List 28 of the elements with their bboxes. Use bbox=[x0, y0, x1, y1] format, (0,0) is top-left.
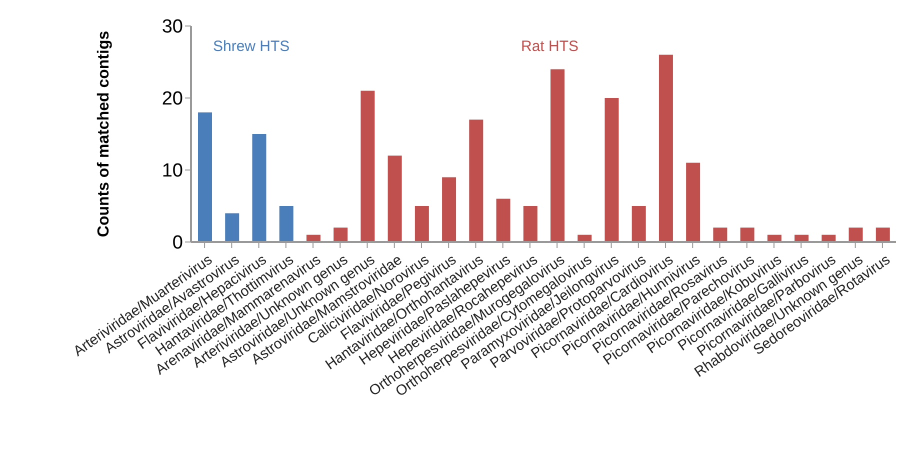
bar bbox=[469, 120, 484, 242]
bar bbox=[632, 206, 646, 242]
series-label: Rat HTS bbox=[521, 38, 579, 55]
bar bbox=[713, 228, 728, 242]
bar bbox=[523, 206, 538, 242]
bar bbox=[496, 198, 510, 242]
bar bbox=[740, 228, 754, 242]
bar bbox=[442, 177, 456, 242]
bar bbox=[658, 54, 673, 242]
y-axis-title: Counts of matched contigs bbox=[96, 30, 113, 238]
bar bbox=[360, 90, 375, 242]
y-tick-label: 10 bbox=[162, 160, 183, 182]
bar bbox=[550, 69, 564, 242]
y-tick-label: 20 bbox=[162, 88, 183, 110]
bar bbox=[876, 228, 890, 242]
bar bbox=[388, 156, 402, 242]
text: Shrew HTS bbox=[213, 38, 290, 55]
bar bbox=[414, 206, 429, 242]
bar bbox=[604, 98, 619, 242]
bar bbox=[225, 213, 240, 242]
bar bbox=[848, 228, 863, 242]
bar bbox=[279, 206, 294, 242]
bar bbox=[198, 112, 212, 242]
y-tick-label: 0 bbox=[172, 232, 183, 254]
bar bbox=[252, 134, 266, 242]
y-tick-label: 30 bbox=[162, 16, 183, 38]
bar bbox=[334, 228, 348, 242]
bar bbox=[686, 162, 700, 242]
